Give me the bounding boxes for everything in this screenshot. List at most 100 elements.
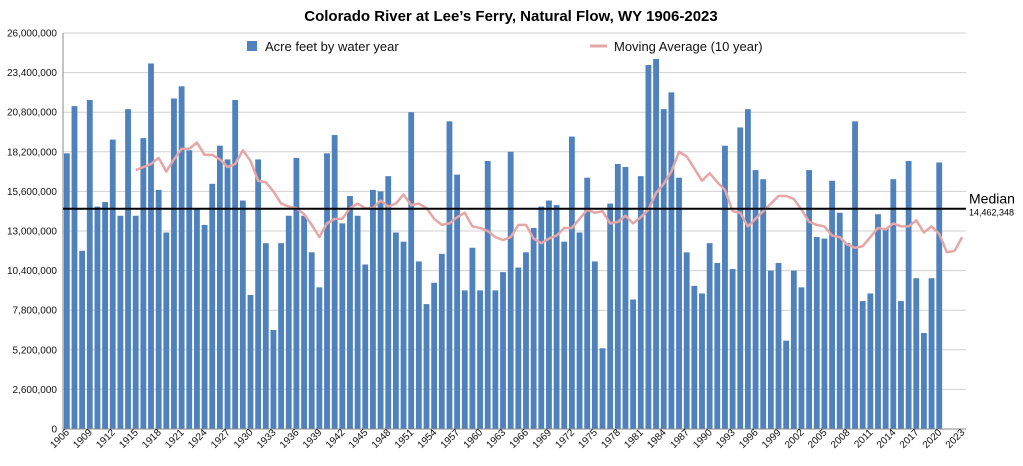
y-tick-label: 26,000,000: [7, 29, 57, 40]
bar: [178, 86, 185, 429]
bar: [293, 157, 300, 429]
bar: [576, 232, 583, 429]
bar: [660, 109, 667, 430]
bar: [928, 278, 935, 429]
bar: [125, 109, 131, 430]
bar: [415, 261, 422, 429]
bar: [255, 159, 262, 430]
bar: [653, 58, 659, 429]
bar: [553, 205, 560, 429]
bar: [270, 330, 277, 429]
bar: [477, 290, 483, 429]
bar: [201, 224, 208, 429]
bar: [637, 176, 644, 429]
bar: [385, 176, 392, 429]
bar: [752, 170, 759, 429]
bar: [102, 202, 108, 429]
legend: Acre feet by water year Moving Average (…: [247, 39, 763, 54]
y-tick-label: 7,800,000: [13, 306, 58, 317]
bar: [890, 179, 897, 429]
bar: [316, 287, 323, 429]
bar: [568, 136, 575, 429]
bar: [630, 299, 637, 429]
bar: [546, 200, 552, 429]
bar: [392, 232, 399, 429]
bar: [806, 170, 813, 429]
bar: [86, 100, 93, 430]
bar: [813, 237, 820, 429]
bar: [132, 215, 139, 429]
bar: [79, 250, 86, 429]
bar: [377, 191, 384, 429]
bar: [798, 287, 805, 429]
bar: [232, 100, 239, 430]
bar: [523, 252, 529, 429]
median-label: Median: [969, 191, 1015, 207]
bar: [163, 232, 170, 429]
bar: [898, 301, 904, 429]
y-tick-label: 10,400,000: [7, 266, 57, 277]
bar: [882, 227, 889, 429]
bar: [362, 264, 369, 429]
bar: [729, 269, 736, 429]
bar: [239, 200, 246, 429]
y-tick-label: 20,800,000: [7, 108, 57, 119]
bar: [867, 293, 874, 429]
bar: [607, 203, 614, 429]
bar: [936, 162, 943, 429]
bar: [216, 145, 223, 429]
bar: [691, 285, 698, 429]
bar: [844, 243, 851, 429]
bar: [155, 189, 162, 429]
bar: [446, 121, 453, 429]
bar: [469, 247, 476, 429]
bar: [224, 159, 231, 430]
bar: [905, 160, 912, 429]
bar: [438, 253, 445, 429]
bar: [507, 151, 514, 430]
bar: [461, 290, 468, 429]
bar: [209, 183, 216, 429]
bar: [71, 106, 78, 430]
bar: [622, 167, 629, 429]
bar: [186, 150, 193, 429]
bar: [737, 127, 744, 430]
bar: [744, 109, 751, 430]
bar: [484, 160, 491, 429]
bar: [829, 180, 835, 429]
y-tick-label: 15,600,000: [7, 187, 57, 198]
y-tick-label: 13,000,000: [7, 227, 57, 238]
y-tick-label: 23,400,000: [7, 68, 57, 79]
y-tick-label: 5,200,000: [13, 345, 58, 356]
bar: [431, 282, 438, 429]
bar: [370, 189, 376, 429]
bar: [347, 195, 353, 429]
bar: [821, 238, 828, 429]
bar: [109, 139, 116, 429]
bar: [591, 261, 598, 429]
bar: [767, 270, 774, 429]
bar: [645, 64, 652, 429]
bar-series: [63, 58, 943, 430]
bar: [454, 174, 461, 429]
axes: [62, 33, 966, 430]
bar: [285, 215, 292, 429]
legend-bar-swatch: [247, 41, 257, 51]
bar: [614, 163, 621, 430]
bar: [783, 340, 790, 429]
y-tick-label: 18,200,000: [7, 147, 57, 158]
chart-title: Colorado River at Lee’s Ferry, Natural F…: [304, 8, 717, 25]
legend-bar-label: Acre feet by water year: [265, 39, 399, 54]
bar: [331, 135, 338, 430]
bar: [676, 177, 682, 429]
bar: [538, 206, 545, 429]
bar: [913, 278, 920, 429]
bar: [875, 214, 881, 429]
bar: [706, 243, 713, 429]
moving-average-line: [135, 141, 964, 254]
bar: [278, 243, 285, 429]
bar: [171, 98, 177, 430]
bar: [561, 241, 568, 429]
bar: [324, 153, 330, 429]
bar: [308, 252, 315, 429]
